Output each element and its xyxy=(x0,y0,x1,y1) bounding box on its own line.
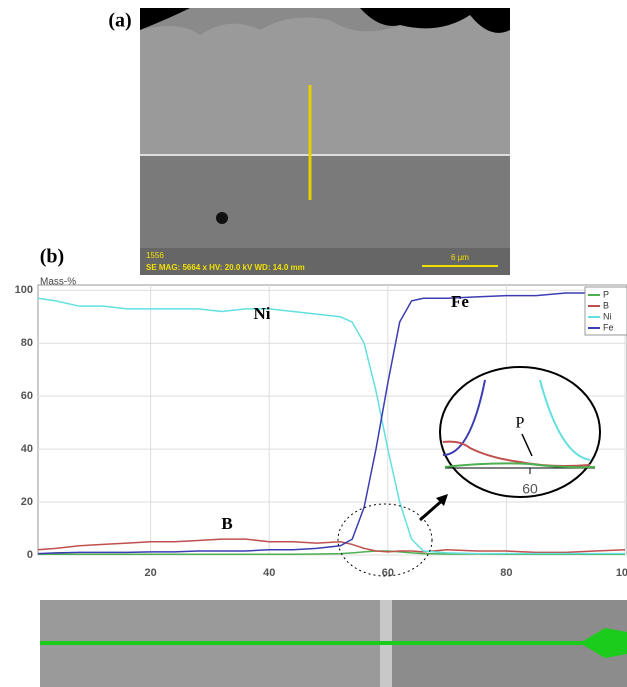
coating xyxy=(140,15,510,155)
legend-label: P xyxy=(603,289,609,299)
inset-tick-label: 60 xyxy=(522,481,538,497)
image-id: 1556 xyxy=(146,251,164,260)
y-tick-label: 100 xyxy=(15,284,33,296)
annotation: Fe xyxy=(451,292,469,311)
y-tick-label: 20 xyxy=(21,496,33,508)
panel-label: (b) xyxy=(40,246,64,268)
y-tick-label: 40 xyxy=(21,443,33,455)
y-tick-label: 60 xyxy=(21,390,33,402)
inset-fe xyxy=(442,379,486,456)
x-tick-label: 100 xyxy=(616,567,627,579)
inset: P 60 xyxy=(439,366,601,498)
inset-p xyxy=(444,462,596,469)
inset-border xyxy=(439,366,601,498)
scale-label: 6 µm xyxy=(451,253,469,262)
x-tick-label: 80 xyxy=(500,567,512,579)
panel-label: (a) xyxy=(108,10,131,32)
legend-label: B xyxy=(603,300,609,310)
image-info: SE MAG: 5664 x HV: 20.0 kV WD: 14.0 mm xyxy=(146,263,305,272)
pore xyxy=(216,212,228,224)
annotation: B xyxy=(221,514,232,533)
y-axis-label: Mass-% xyxy=(40,277,76,288)
scan-end xyxy=(580,628,627,658)
background xyxy=(140,8,510,33)
zoom-arrowhead xyxy=(436,494,448,506)
y-tick-label: 80 xyxy=(21,337,33,349)
legend-label: Ni xyxy=(603,311,612,321)
y-tick-label: 0 xyxy=(27,549,33,561)
legend-label: Fe xyxy=(603,322,614,332)
info-bar xyxy=(140,248,510,275)
annotation: Ni xyxy=(254,304,271,323)
zoom-region xyxy=(337,503,433,577)
x-tick-label: 60 xyxy=(382,567,394,579)
x-tick-label: 40 xyxy=(263,567,275,579)
x-tick-label: 20 xyxy=(145,567,157,579)
inset-arrow xyxy=(521,433,533,457)
series-line xyxy=(37,292,625,555)
series-line xyxy=(37,297,625,555)
inset-ni xyxy=(539,379,591,461)
inset-label: P xyxy=(516,415,525,432)
